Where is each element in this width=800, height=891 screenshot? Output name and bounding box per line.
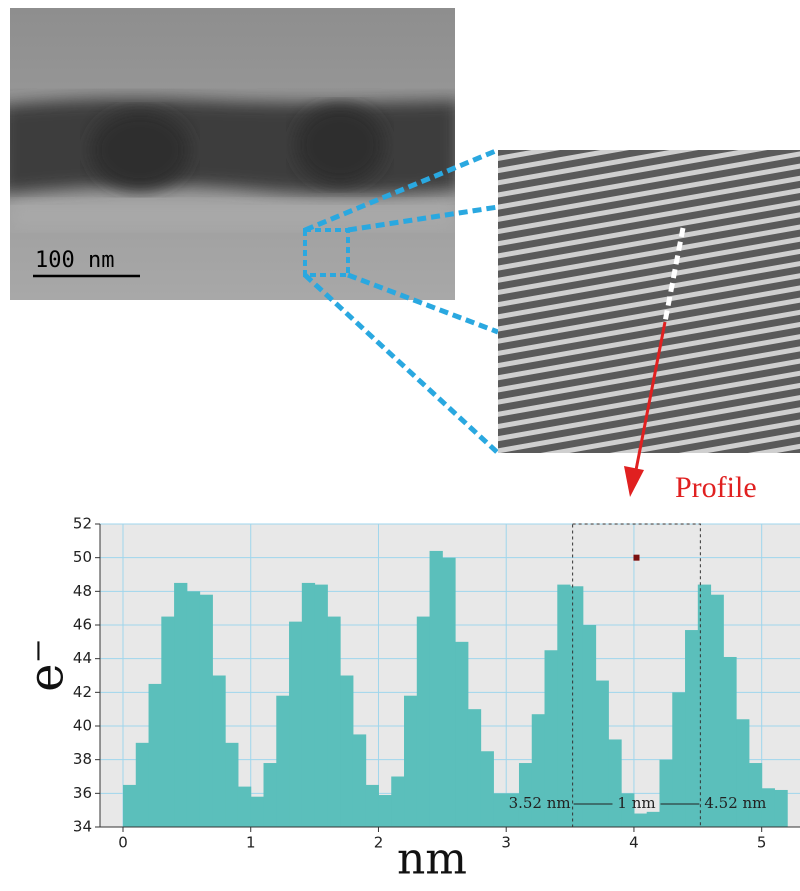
bar [417, 617, 430, 827]
x-axis-label: nm [397, 834, 467, 885]
bar [353, 734, 366, 827]
y-tick-label: 50 [73, 548, 92, 566]
bar [366, 785, 379, 827]
bar [672, 692, 685, 827]
bar [430, 551, 443, 827]
bar [711, 595, 724, 827]
bar [225, 743, 238, 827]
bar [404, 696, 417, 827]
dimension-start-label: 3.52 nm [509, 794, 571, 812]
bar [774, 790, 787, 827]
y-tick-label: 48 [73, 582, 92, 600]
bar [378, 795, 391, 827]
bar [583, 625, 596, 827]
bar [647, 812, 660, 827]
x-tick-label: 4 [629, 834, 639, 852]
bar [276, 696, 289, 827]
bar [596, 681, 609, 827]
bar [391, 777, 404, 828]
bar [251, 797, 264, 827]
y-axis-label: e⁻ [19, 638, 75, 692]
bar [442, 558, 455, 827]
bar [468, 709, 481, 827]
bar [634, 814, 647, 827]
bar [608, 739, 621, 827]
y-tick-label: 44 [73, 649, 92, 667]
bar [136, 743, 149, 827]
y-tick-label: 34 [73, 818, 92, 836]
x-tick-label: 1 [246, 834, 256, 852]
bar [161, 617, 174, 827]
bar [289, 622, 302, 827]
y-tick-label: 36 [73, 784, 92, 802]
bar [570, 586, 583, 827]
x-tick-label: 2 [374, 834, 384, 852]
scale-bar-label: 100 nm [35, 248, 114, 273]
y-tick-label: 46 [73, 616, 92, 634]
dimension-end-label: 4.52 nm [704, 794, 766, 812]
bar [685, 630, 698, 827]
y-tick-label: 42 [73, 683, 92, 701]
bar [238, 787, 251, 827]
profile-arrowhead [624, 466, 644, 497]
x-tick-label: 0 [118, 834, 128, 852]
bar [481, 751, 494, 827]
bar [212, 676, 225, 828]
y-tick-label: 40 [73, 717, 92, 735]
x-tick-label: 3 [501, 834, 511, 852]
bar [557, 585, 570, 827]
bar [187, 591, 200, 827]
x-tick-label: 5 [757, 834, 767, 852]
bar [264, 763, 277, 827]
bar [123, 785, 136, 827]
bar [200, 595, 213, 827]
bar [149, 684, 162, 827]
bar [327, 617, 340, 827]
bar [302, 583, 315, 827]
bar [315, 585, 328, 827]
dimension-width-label: 1 nm [617, 794, 655, 812]
bar [659, 760, 672, 827]
bar [493, 793, 506, 827]
bar [340, 676, 353, 828]
y-tick-label: 38 [73, 750, 92, 768]
bar [455, 642, 468, 827]
y-tick-label: 52 [73, 515, 92, 533]
bar [698, 585, 711, 827]
bar [174, 583, 187, 827]
profile-label: Profile [675, 471, 757, 504]
marker-point [633, 555, 639, 561]
